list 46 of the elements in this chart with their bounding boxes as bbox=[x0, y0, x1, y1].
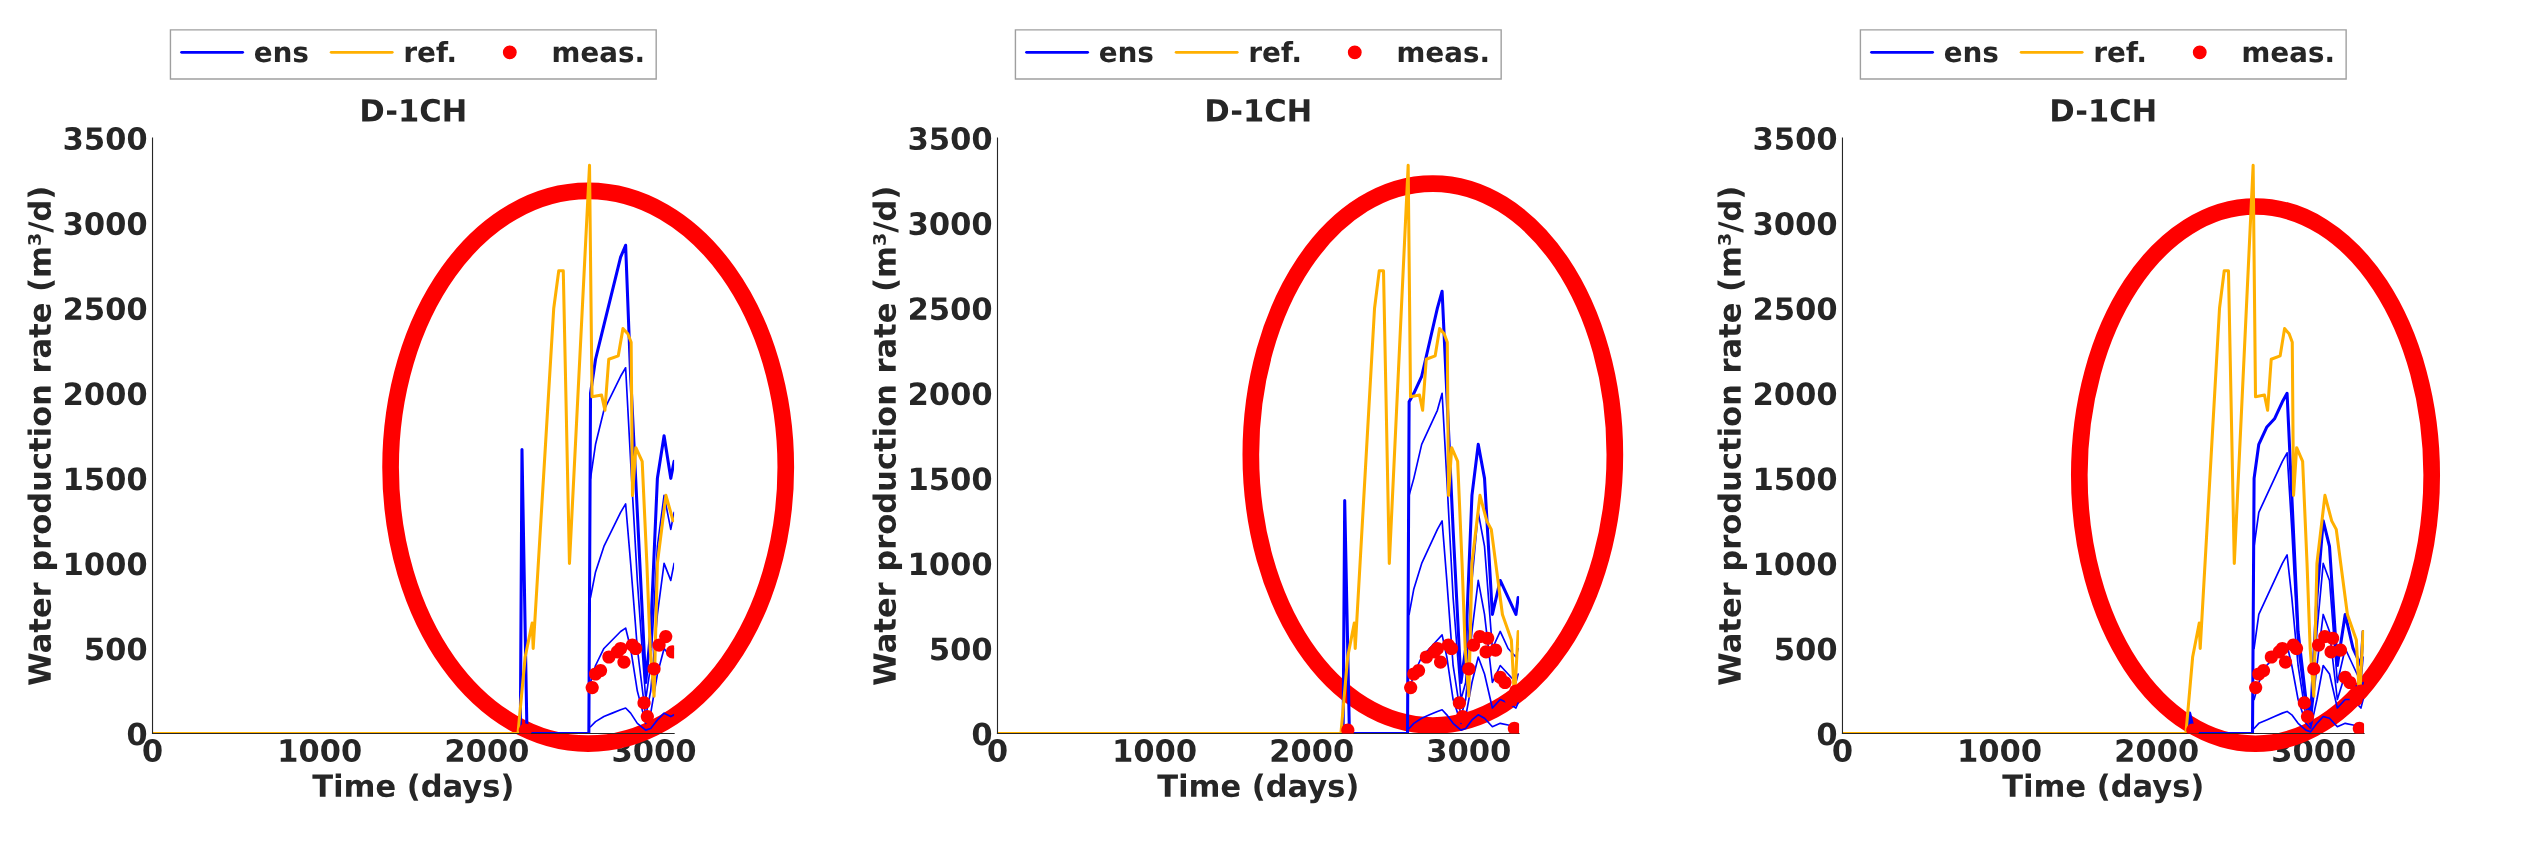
y-tick-label: 3000 bbox=[909, 212, 992, 236]
legend-label: ref. bbox=[405, 40, 455, 63]
y-tick-label: 3000 bbox=[64, 212, 147, 236]
y-tick-label: 3500 bbox=[1754, 127, 1837, 151]
x-axis-title: Time (days) bbox=[312, 773, 512, 804]
x-tick-label: 2000 bbox=[446, 738, 528, 763]
y-tick-label: 500 bbox=[1776, 637, 1837, 661]
y-tick-label: 3500 bbox=[64, 127, 147, 151]
y-tick-label: 1500 bbox=[1756, 467, 1837, 491]
y-tick-label: 1000 bbox=[911, 552, 992, 576]
legend-label: ens bbox=[254, 46, 308, 63]
chart-title: D-1CH bbox=[362, 98, 465, 122]
legend-label: ref. bbox=[1250, 40, 1300, 63]
legend-label: ens bbox=[1944, 46, 1998, 63]
chart-title: D-1CH bbox=[2052, 98, 2155, 122]
x-tick-label: 2000 bbox=[2116, 738, 2198, 763]
y-axis-title: Water production rate (m³/d) bbox=[1717, 188, 1748, 686]
y-tick-label: 1500 bbox=[911, 467, 992, 491]
y-tick-label: 500 bbox=[931, 637, 992, 661]
legend-label: meas. bbox=[2243, 46, 2333, 63]
x-tick-label: 1000 bbox=[280, 738, 361, 763]
y-tick-label: 1000 bbox=[1756, 552, 1837, 576]
x-tick-label: 3000 bbox=[1428, 738, 1510, 763]
legend-label: meas. bbox=[1398, 46, 1488, 63]
x-tick-label: 1000 bbox=[1115, 738, 1196, 763]
y-tick-label: 2500 bbox=[1754, 297, 1837, 321]
x-tick-label: 2000 bbox=[1271, 738, 1353, 763]
x-axis-title: Time (days) bbox=[1157, 773, 1357, 804]
y-tick-label: 1500 bbox=[66, 467, 147, 491]
y-axis-title: Water production rate (m³/d) bbox=[27, 188, 58, 686]
y-tick-label: 500 bbox=[86, 637, 147, 661]
y-axis-title: Water production rate (m³/d) bbox=[872, 188, 903, 686]
y-tick-label: 3000 bbox=[1754, 212, 1837, 236]
y-tick-label: 2000 bbox=[1754, 382, 1837, 406]
y-tick-label: 2000 bbox=[65, 382, 147, 406]
y-tick-label: 2500 bbox=[65, 297, 147, 321]
y-tick-label: 2000 bbox=[910, 382, 992, 406]
legend-label: ens bbox=[1099, 46, 1153, 63]
chart-title: D-1CH bbox=[1207, 98, 1310, 122]
y-tick-label: 2500 bbox=[910, 297, 992, 321]
legend-label: meas. bbox=[553, 46, 643, 63]
x-tick-label: 1000 bbox=[1960, 738, 2041, 763]
legend-label: ref. bbox=[2095, 40, 2145, 63]
y-tick-label: 3500 bbox=[909, 127, 992, 151]
x-axis-title: Time (days) bbox=[2002, 773, 2202, 804]
y-tick-label: 1000 bbox=[66, 552, 147, 576]
